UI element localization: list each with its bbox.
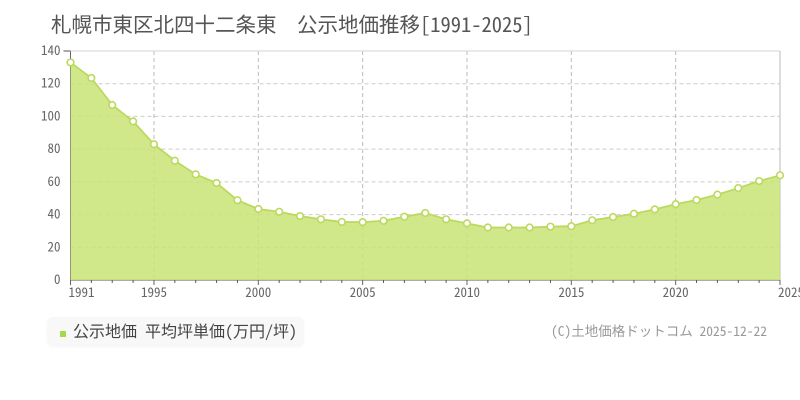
svg-text:2005: 2005 (350, 282, 376, 301)
svg-text:0: 0 (54, 269, 61, 288)
svg-text:2000: 2000 (245, 282, 271, 301)
svg-text:2015: 2015 (558, 282, 584, 301)
svg-text:20: 20 (48, 236, 61, 255)
svg-text:1991: 1991 (69, 282, 95, 301)
svg-text:120: 120 (41, 73, 61, 92)
svg-text:140: 140 (41, 40, 61, 59)
svg-text:80: 80 (48, 138, 61, 157)
svg-text:1995: 1995 (141, 282, 167, 301)
svg-text:2020: 2020 (663, 282, 689, 301)
svg-text:2025: 2025 (778, 282, 800, 301)
svg-text:60: 60 (48, 171, 61, 190)
svg-text:100: 100 (41, 105, 61, 124)
svg-text:2010: 2010 (454, 282, 480, 301)
svg-text:40: 40 (48, 204, 61, 223)
